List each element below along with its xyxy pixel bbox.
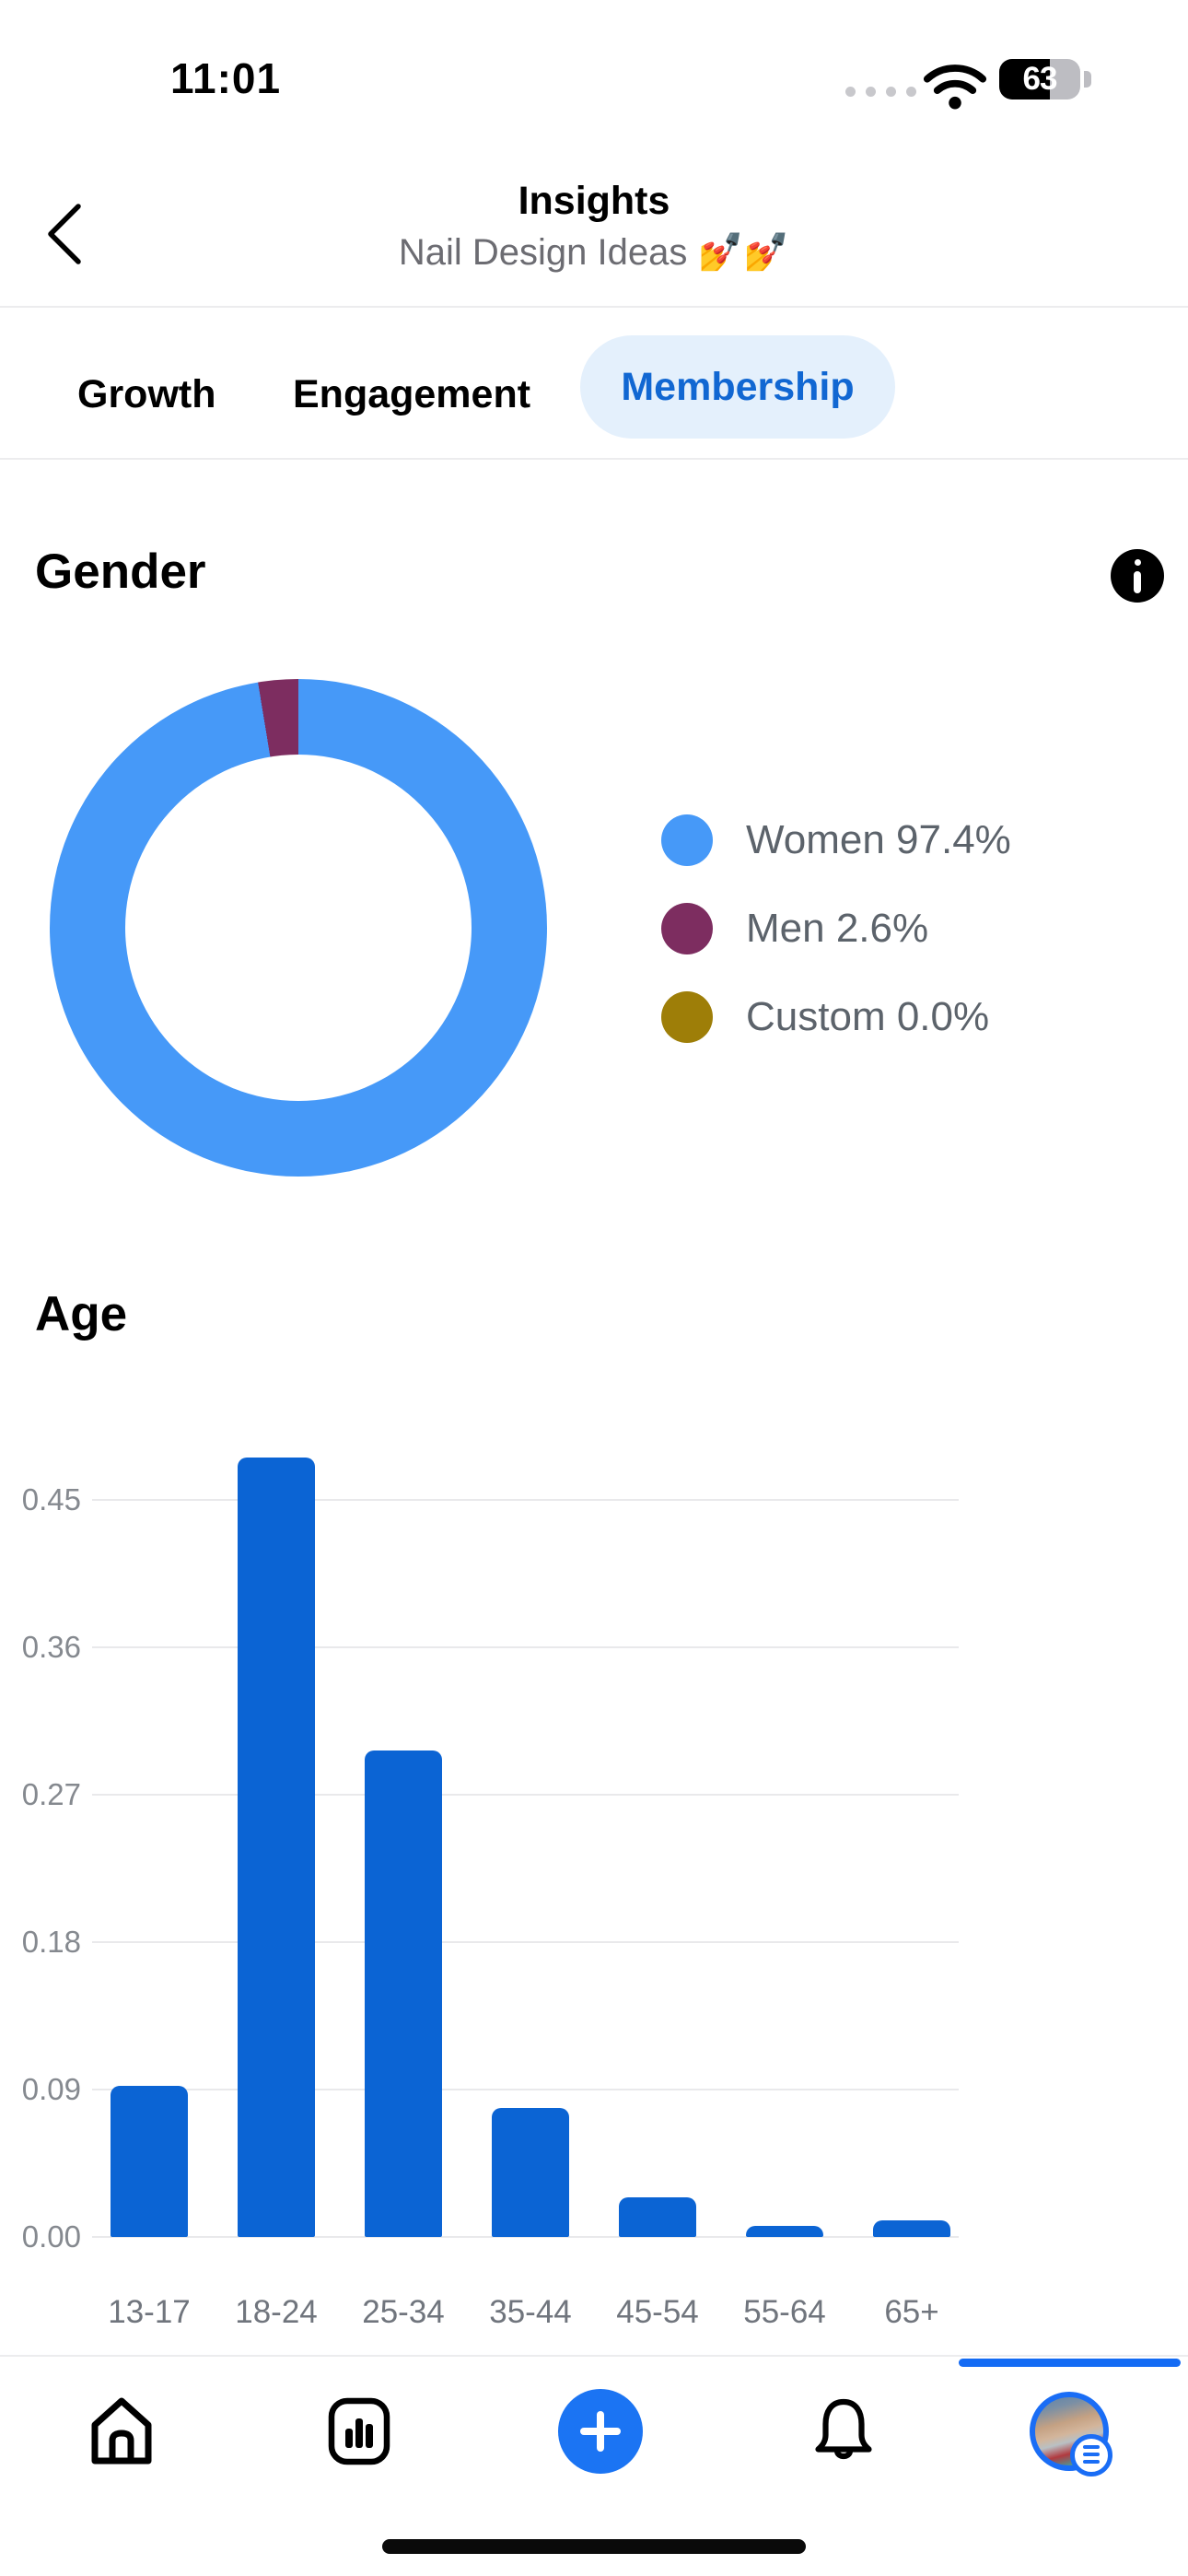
header-divider [0, 306, 1188, 308]
age-bar [492, 2108, 569, 2237]
back-button[interactable] [42, 201, 87, 267]
home-indicator[interactable] [382, 2539, 806, 2554]
gridline [92, 1794, 959, 1796]
x-tick-label: 55-64 [743, 2294, 826, 2330]
women-dot-icon [661, 814, 713, 866]
custom-dot-icon [661, 991, 713, 1043]
y-tick-label: 0.18 [21, 1925, 81, 1959]
men-dot-icon [661, 903, 713, 954]
nav-divider [0, 2355, 1188, 2357]
legend-label: Custom 0.0% [746, 994, 990, 1039]
status-time: 11:01 [169, 54, 282, 102]
y-tick-label: 0.00 [21, 2219, 81, 2254]
bell-icon [815, 2398, 872, 2460]
age-bar [873, 2220, 950, 2237]
nav-create[interactable] [558, 2389, 643, 2474]
tab-growth[interactable]: Growth [77, 372, 216, 416]
gridline [92, 1646, 959, 1648]
age-bar [365, 1751, 442, 2237]
legend-label: Women 97.4% [746, 817, 1011, 862]
gender-legend: Women 97.4% Men 2.6% Custom 0.0% [661, 814, 1011, 1043]
y-tick-label: 0.36 [21, 1630, 81, 1664]
gender-donut-chart [50, 679, 547, 1177]
x-tick-label: 25-34 [362, 2294, 445, 2330]
section-title-age: Age [35, 1287, 128, 1341]
nav-notifications[interactable] [812, 2395, 875, 2470]
tabs-divider [0, 458, 1188, 460]
section-title-gender: Gender [35, 544, 206, 599]
tab-engagement[interactable]: Engagement [293, 372, 531, 416]
gridline [92, 1941, 959, 1943]
home-icon [91, 2397, 152, 2465]
legend-item-men: Men 2.6% [661, 903, 1011, 954]
x-tick-label: 65+ [884, 2294, 939, 2330]
age-bar [238, 1458, 315, 2237]
x-tick-label: 18-24 [235, 2294, 318, 2330]
age-bar-chart[interactable]: 0.00 0.09 0.18 0.27 0.36 0.45 13-17 18-24 25-34 3… [0, 1437, 1188, 2368]
nav-dashboard[interactable] [328, 2397, 390, 2470]
tab-membership[interactable]: Membership [580, 335, 895, 439]
x-tick-label: 35-44 [489, 2294, 572, 2330]
gridline [92, 2236, 959, 2238]
y-tick-label: 0.45 [21, 1482, 81, 1516]
legend-item-custom: Custom 0.0% [661, 991, 1011, 1043]
battery-percent: 63 [1022, 61, 1058, 97]
page-subtitle: Nail Design Ideas 💅💅 [398, 232, 790, 273]
y-tick-label: 0.27 [21, 1777, 81, 1811]
donut-hole [125, 755, 472, 1101]
gridline [92, 1499, 959, 1501]
chart-scrollbar[interactable] [959, 2359, 1181, 2367]
cellular-signal-icon [845, 87, 916, 97]
profile-badge [1070, 2434, 1112, 2476]
gridline [92, 2089, 959, 2090]
page-title: Insights [518, 179, 670, 223]
info-icon[interactable] [1111, 549, 1164, 603]
battery-icon: 63 [999, 59, 1080, 100]
x-tick-label: 13-17 [108, 2294, 191, 2330]
y-tick-label: 0.09 [21, 2072, 81, 2106]
battery-fill [999, 59, 1051, 100]
tab-membership-label: Membership [621, 364, 855, 409]
x-tick-label: 45-54 [616, 2294, 699, 2330]
legend-label: Men 2.6% [746, 906, 929, 951]
wifi-icon [923, 63, 987, 115]
age-bar [111, 2086, 188, 2237]
dashboard-icon [328, 2397, 390, 2465]
legend-item-women: Women 97.4% [661, 814, 1011, 866]
age-bar [746, 2226, 823, 2237]
age-bar [619, 2197, 696, 2237]
battery-tip [1084, 71, 1091, 88]
nav-home[interactable] [87, 2395, 157, 2472]
